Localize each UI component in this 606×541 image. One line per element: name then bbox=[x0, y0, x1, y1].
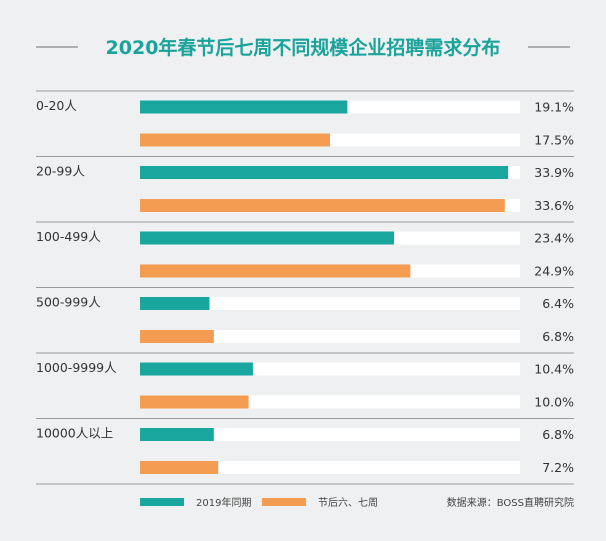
bar-track bbox=[140, 461, 520, 474]
title-group: 2020年春节后七周不同规模企业招聘需求分布 bbox=[36, 36, 570, 59]
value-label: 33.6% bbox=[534, 198, 574, 213]
value-label: 6.4% bbox=[542, 296, 574, 311]
bar-post-holiday-0-20 bbox=[140, 133, 330, 147]
category-label-500-999: 500-999人 bbox=[36, 295, 101, 310]
legend-swatch-2019 bbox=[140, 498, 184, 506]
value-label: 10.0% bbox=[534, 395, 574, 410]
bar-2019-0-20 bbox=[140, 100, 348, 114]
bar-post-holiday-1000-9999 bbox=[140, 395, 249, 409]
bar-track bbox=[140, 297, 520, 310]
value-label: 24.9% bbox=[534, 264, 574, 279]
legend-label-2019: 2019年同期 bbox=[196, 496, 251, 509]
bar-2019-10000 bbox=[140, 428, 214, 441]
value-label: 10.4% bbox=[534, 362, 574, 377]
bar-2019-20-99 bbox=[140, 166, 509, 179]
bar-2019-1000-9999 bbox=[140, 362, 253, 376]
category-label-1000-9999: 1000-9999人 bbox=[36, 360, 117, 375]
value-label: 23.4% bbox=[534, 231, 574, 246]
bar-2019-100-499 bbox=[140, 231, 395, 245]
source-note: 数据来源：BOSS直聘研究院 bbox=[447, 496, 574, 509]
legend-swatch-post-holiday bbox=[262, 498, 306, 506]
bar-track bbox=[140, 330, 520, 343]
bar-post-holiday-10000 bbox=[140, 461, 219, 474]
category-label-0-20: 0-20人 bbox=[36, 98, 77, 113]
bar-2019-500-999 bbox=[140, 297, 210, 310]
value-label: 19.1% bbox=[534, 100, 574, 115]
bar-post-holiday-100-499 bbox=[140, 264, 411, 278]
bar-track bbox=[140, 428, 520, 441]
value-label: 17.5% bbox=[534, 133, 574, 148]
value-label: 6.8% bbox=[542, 427, 574, 442]
value-label: 6.8% bbox=[542, 329, 574, 344]
bar-post-holiday-20-99 bbox=[140, 199, 505, 212]
legend-label-post-holiday: 节后六、七周 bbox=[318, 497, 378, 509]
value-label: 33.9% bbox=[534, 165, 574, 180]
value-label: 7.2% bbox=[542, 460, 574, 475]
chart-title: 2020年春节后七周不同规模企业招聘需求分布 bbox=[106, 36, 501, 59]
plot-area: 0-20人 19.1% 17.5% 20-99人 33.9% 33.6% 100-499人 2… bbox=[36, 90, 574, 485]
bar-post-holiday-500-999 bbox=[140, 330, 214, 343]
category-label-100-499: 100-499人 bbox=[36, 229, 101, 244]
category-label-10000: 10000人以上 bbox=[36, 426, 113, 441]
category-label-20-99: 20-99人 bbox=[36, 164, 85, 179]
legend: 2019年同期 节后六、七周 bbox=[140, 496, 378, 509]
